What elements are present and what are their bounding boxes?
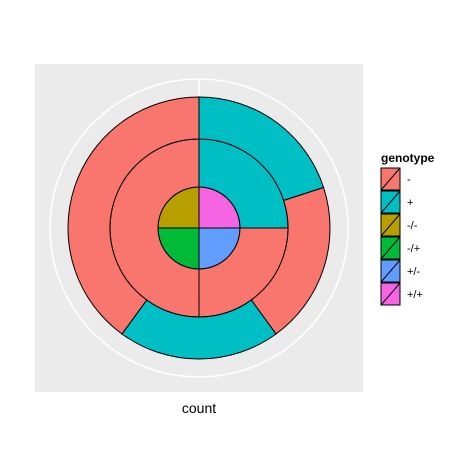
legend-label-0: -: [407, 174, 411, 186]
legend-label-4: +/-: [407, 266, 420, 278]
legend-label-5: +/+: [407, 289, 423, 301]
legend-label-1: +: [407, 197, 413, 209]
legend-key-diagonal-4: [380, 259, 401, 283]
slices-group: [67, 96, 331, 360]
legend: - + -/- -/+ +/- +/+: [380, 167, 423, 306]
legend-title: genotype: [381, 151, 435, 165]
legend-key-diagonal-3: [380, 236, 401, 260]
legend-key-diagonal-5: [380, 282, 401, 306]
x-axis-title: count: [182, 400, 216, 416]
legend-key-diagonal-0: [380, 167, 401, 191]
legend-label-3: -/+: [407, 243, 420, 255]
legend-label-2: -/-: [407, 220, 418, 232]
slice-outer-3: [67, 96, 200, 335]
legend-key-diagonal-1: [380, 190, 401, 214]
legend-key-diagonal-2: [380, 213, 401, 237]
